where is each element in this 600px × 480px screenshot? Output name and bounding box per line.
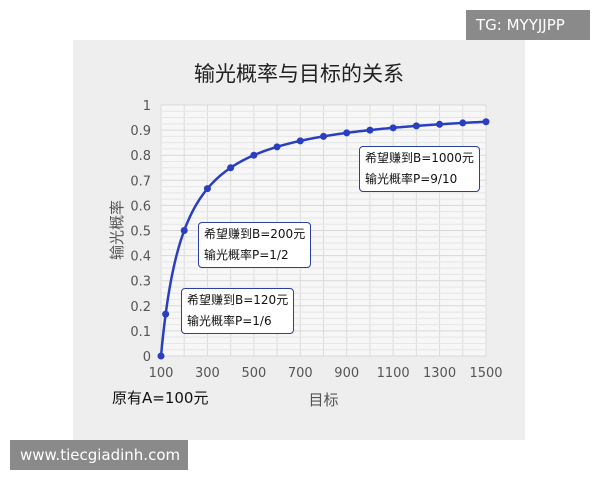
data-point [320, 132, 327, 140]
x-tick-label: 1100 [377, 366, 410, 381]
y-tick-label: 1 [143, 99, 151, 114]
data-point [482, 118, 490, 126]
data-point [459, 119, 467, 127]
y-axis-label: 输光概率 [108, 200, 126, 260]
x-tick-label: 900 [334, 366, 359, 381]
data-point [157, 352, 165, 360]
y-tick-label: 0.6 [130, 199, 151, 214]
y-tick-label: 0.9 [130, 124, 151, 139]
annotation-line: 希望赚到B=200元 [204, 227, 306, 241]
annotation-line: 希望赚到B=120元 [187, 293, 289, 307]
annotation-b120: 希望赚到B=120元 输光概率P=1/6 [181, 288, 295, 334]
data-point [227, 164, 235, 172]
data-point [250, 151, 258, 159]
annotation-line: 希望赚到B=1000元 [365, 151, 474, 165]
y-tick-label: 0.4 [130, 250, 151, 265]
y-tick-label: 0.5 [130, 225, 151, 240]
data-point [343, 129, 351, 137]
x-tick-label: 1500 [469, 366, 502, 381]
data-point [162, 310, 170, 318]
annotation-b200: 希望赚到B=200元 输光概率P=1/2 [198, 222, 312, 268]
data-point [366, 126, 374, 134]
y-tick-label: 0.8 [130, 149, 151, 164]
annotation-line: 输光概率P=1/2 [204, 248, 289, 262]
chart-title: 输光概率与目标的关系 [194, 62, 404, 86]
watermark-bottom-left: www.tiecgiadinh.com [10, 440, 188, 470]
y-tick-label: 0.7 [130, 174, 151, 189]
annotation-line: 输光概率P=1/6 [187, 314, 272, 328]
x-tick-label: 700 [288, 366, 313, 381]
data-point [180, 227, 188, 234]
note-original-amount: 原有A=100元 [112, 389, 209, 407]
data-point [273, 143, 281, 151]
watermark-top-right: TG: MYYJJPP [466, 10, 590, 40]
annotation-line: 输光概率P=9/10 [365, 172, 458, 186]
x-tick-label: 300 [195, 366, 220, 381]
data-point [412, 122, 420, 130]
y-tick-label: 0.1 [130, 325, 151, 340]
data-point [389, 124, 397, 132]
x-tick-label: 1300 [423, 366, 456, 381]
x-tick-label: 500 [241, 366, 266, 381]
y-tick-label: 0.2 [130, 300, 151, 315]
data-point [436, 120, 444, 128]
data-point [296, 137, 304, 145]
annotation-b1000: 希望赚到B=1000元 输光概率P=9/10 [359, 146, 480, 192]
x-tick-label: 100 [149, 366, 174, 381]
x-axis-label: 目标 [308, 391, 338, 409]
y-tick-label: 0.3 [130, 275, 151, 290]
data-point [203, 185, 211, 193]
y-tick-label: 0 [143, 350, 151, 365]
